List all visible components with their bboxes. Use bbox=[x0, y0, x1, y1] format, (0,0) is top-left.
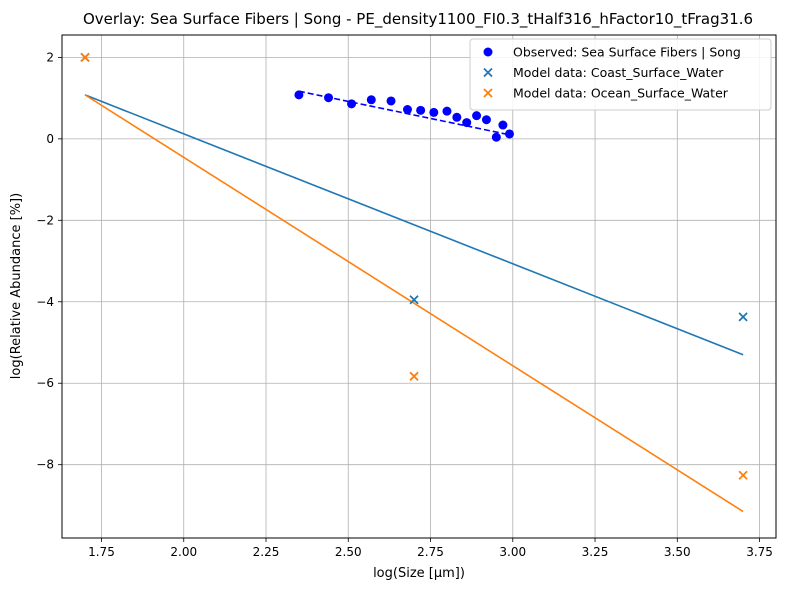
y-tick-label: −8 bbox=[36, 458, 54, 472]
y-tick-label: 2 bbox=[46, 50, 54, 64]
data-point-s0-p8 bbox=[442, 106, 452, 116]
legend-label-1: Model data: Coast_Surface_Water bbox=[513, 65, 724, 80]
x-tick-label: 3.75 bbox=[746, 545, 773, 559]
y-axis-label: log(Relative Abundance [%]) bbox=[9, 193, 24, 379]
data-point-s0-p4 bbox=[386, 96, 396, 106]
data-point-s0-p0 bbox=[294, 90, 304, 100]
y-tick-label: −4 bbox=[36, 295, 54, 309]
legend-label-2: Model data: Ocean_Surface_Water bbox=[513, 86, 729, 101]
x-tick-label: 2.25 bbox=[253, 545, 280, 559]
fit-lines bbox=[84, 90, 744, 513]
data-point-s0-p1 bbox=[324, 93, 334, 103]
data-point-s0-p2 bbox=[347, 99, 357, 109]
y-tick-label: −6 bbox=[36, 376, 54, 390]
plot-area-frame bbox=[61, 34, 777, 539]
data-point-s2-p2 bbox=[738, 470, 748, 480]
data-point-s0-p5 bbox=[402, 105, 412, 115]
axis-ticks: 1.75 2.00 2.25 2.50 2.75 3.00 3.25 3.50 3.75 2 0 −2… bbox=[36, 50, 773, 559]
data-point-s0-p14 bbox=[498, 120, 508, 130]
legend-box bbox=[469, 38, 772, 111]
y-tick-label: −2 bbox=[36, 213, 54, 227]
legend-marker-2 bbox=[483, 88, 493, 98]
legend-marker-1 bbox=[483, 67, 493, 78]
chart-title: Overlay: Sea Surface Fibers | Song - PE_… bbox=[83, 10, 753, 29]
x-tick-label: 2.75 bbox=[417, 545, 444, 559]
x-tick-label: 3.25 bbox=[582, 545, 609, 559]
data-point-s0-p7 bbox=[429, 107, 439, 117]
data-point-s0-p13 bbox=[491, 132, 501, 142]
data-point-s0-p6 bbox=[416, 105, 426, 115]
data-point-s1-p1 bbox=[409, 295, 419, 305]
y-tick-label: 0 bbox=[46, 132, 54, 146]
legend-label-0: Observed: Sea Surface Fibers | Song bbox=[513, 45, 741, 60]
x-tick-label: 2.50 bbox=[335, 545, 362, 559]
data-point-s0-p3 bbox=[366, 95, 376, 105]
data-point-s0-p11 bbox=[472, 111, 482, 121]
grid bbox=[62, 35, 776, 538]
data-point-s2-p0 bbox=[80, 52, 90, 63]
legend: Observed: Sea Surface Fibers | Song Model… bbox=[469, 38, 772, 111]
data-point-s2-p1 bbox=[409, 371, 419, 381]
x-tick-label: 1.75 bbox=[88, 545, 115, 559]
data-point-s0-p10 bbox=[462, 118, 472, 128]
data-point-s0-p12 bbox=[481, 115, 491, 125]
x-tick-label: 3.00 bbox=[499, 545, 526, 559]
data-point-s1-p2 bbox=[738, 312, 748, 322]
x-axis-label: log(Size [µm]) bbox=[373, 566, 465, 581]
data-points bbox=[80, 52, 748, 480]
legend-marker-0 bbox=[483, 47, 493, 57]
x-tick-label: 2.00 bbox=[170, 545, 197, 559]
data-point-s0-p9 bbox=[452, 112, 462, 122]
data-point-s0-p15 bbox=[504, 129, 514, 139]
fit-line-1 bbox=[84, 94, 744, 356]
x-tick-label: 3.50 bbox=[664, 545, 691, 559]
fit-line-2 bbox=[84, 94, 744, 513]
